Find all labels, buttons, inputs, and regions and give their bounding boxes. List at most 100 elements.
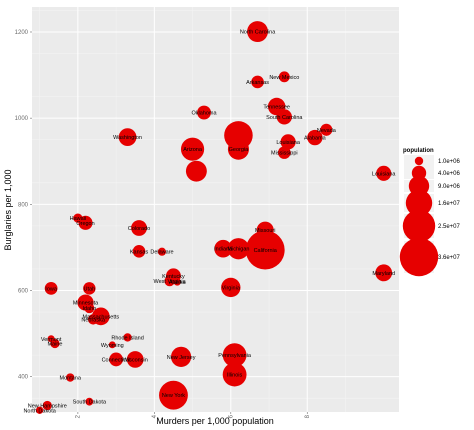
point-label: South Dakota [73, 400, 107, 406]
data-point [131, 220, 147, 236]
point-label: Connecticut [102, 357, 132, 363]
data-point [214, 239, 232, 258]
legend-label: 2.5e+07 [438, 224, 461, 230]
point-label: Montana [60, 376, 82, 382]
point-label: Wisconsin [123, 357, 148, 363]
y-axis-title: Burglaries per 1,000 [3, 169, 13, 250]
point-label: Iowa [45, 286, 58, 292]
plot-panel [32, 7, 399, 412]
data-point [221, 277, 241, 298]
legend-point [405, 189, 433, 217]
data-point [123, 333, 132, 342]
data-point [197, 105, 212, 120]
data-point [85, 397, 94, 406]
data-point [84, 303, 95, 314]
data-point [251, 75, 264, 89]
data-point [164, 275, 175, 287]
point-label: Colorado [128, 226, 150, 232]
data-point [376, 165, 392, 181]
data-point [222, 343, 247, 368]
legend-label: 9.0e+06 [438, 184, 461, 190]
x-axis-title: Murders per 1,000 population [156, 416, 274, 426]
data-point [108, 341, 116, 349]
point-label: Tennessee [263, 105, 290, 111]
data-point [87, 314, 99, 325]
data-point [320, 123, 333, 136]
data-point [173, 278, 181, 286]
point-label: Minnesota [73, 301, 99, 307]
y-tick-label: 600 [18, 289, 29, 295]
point-label: Wyoming [101, 343, 124, 349]
data-point [227, 238, 250, 260]
data-point [375, 264, 393, 282]
x-tick-label: 6 [228, 414, 234, 418]
point-label: Nebraska [81, 317, 105, 323]
data-point [307, 129, 323, 146]
data-point [83, 282, 96, 295]
y-tick-label: 1000 [15, 116, 29, 122]
point-label: Maine [47, 341, 62, 347]
data-point [280, 134, 296, 150]
legend-point [414, 156, 424, 166]
point-label: Louisiana [276, 140, 300, 146]
size-legend: population 1.0e+06 4.0e+06 9.0e+06 1.6e+07 2… [399, 144, 461, 280]
legend-label: 1.6e+07 [438, 201, 461, 207]
point-label: Kansas [130, 249, 149, 255]
point-label: New Hampshire [28, 404, 67, 410]
point-label: Utah [84, 286, 96, 292]
point-label: Vermont [41, 337, 62, 343]
point-label: Missouri [255, 228, 275, 234]
point-label: Hawaii [70, 216, 87, 222]
data-point [35, 406, 44, 414]
data-point [278, 71, 290, 83]
point-label: Michigan [227, 247, 249, 253]
data-point [180, 137, 205, 161]
point-label: Mississippi [271, 151, 298, 157]
y-tick-label: 1200 [15, 30, 29, 36]
data-point [126, 351, 144, 368]
data-point [222, 362, 247, 387]
point-label: North Carolina [240, 30, 276, 36]
point-label: Oklahoma [191, 111, 217, 117]
x-axis-ticks: 2 4 6 8 [75, 412, 311, 418]
point-label: Illinois [227, 373, 243, 379]
point-label: Washington [113, 135, 142, 141]
legend-point [402, 209, 436, 243]
data-point [247, 21, 268, 43]
point-label: Idaho [82, 306, 96, 312]
point-label: Nevada [317, 128, 337, 134]
point-label: West Virginia [154, 279, 187, 285]
data-point [170, 346, 192, 367]
point-label: New Mexico [269, 75, 299, 81]
x-tick-label: 2 [75, 414, 81, 418]
point-label: New Jersey [167, 355, 196, 361]
point-label: Louisiana [372, 171, 396, 177]
legend-label: 4.0e+06 [438, 171, 461, 177]
point-label: Kentucky [162, 274, 185, 280]
data-point [66, 373, 75, 382]
point-label: South Carolina [266, 115, 303, 121]
legend-label: 1.0e+06 [438, 159, 461, 165]
point-label: Indiana [214, 247, 233, 253]
x-tick-label: 4 [152, 414, 158, 418]
point-label: Rhode Island [111, 335, 143, 341]
data-point [185, 160, 207, 182]
point-label: Massachusetts [82, 314, 119, 320]
data-point [276, 109, 292, 125]
legend-title: population [403, 148, 434, 154]
point-label: Arizona [183, 147, 203, 153]
data-point [132, 244, 146, 258]
data-point [47, 335, 55, 343]
point-label: Oregon [76, 221, 94, 227]
data-point [278, 146, 291, 159]
data-point [227, 138, 249, 160]
point-label: California [254, 248, 278, 254]
grid-lines [32, 7, 399, 412]
point-label: North Dakota [23, 408, 56, 414]
y-tick-label: 800 [18, 202, 29, 208]
point-label: Arkansas [246, 80, 269, 86]
point-label: New York [162, 393, 185, 399]
legend-label: 3.6e+07 [438, 255, 461, 261]
